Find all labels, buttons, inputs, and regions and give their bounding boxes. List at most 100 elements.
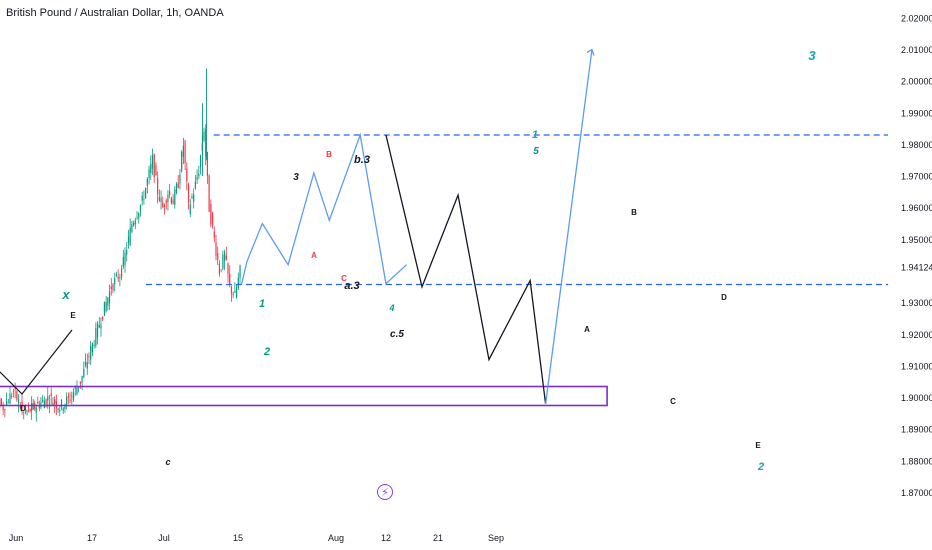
candle-body (21, 400, 23, 409)
candle-body (194, 181, 196, 189)
candle-body (115, 273, 118, 276)
wave-label: 1 (532, 129, 538, 141)
candle-body (59, 410, 61, 412)
candle-body (35, 407, 37, 413)
candle-body (26, 410, 28, 412)
candle-body (43, 400, 45, 409)
candle-body (222, 254, 224, 269)
projection-path-abcde[interactable] (385, 134, 547, 404)
candle-body (96, 323, 99, 338)
wave-label: x (61, 287, 70, 302)
candle-body (220, 269, 222, 271)
time-axis[interactable]: Jun 17 Jul 15 Aug 12 21 Sep (9, 533, 504, 543)
price-tick-label: 2.02000 (901, 13, 932, 23)
candlestick-series (0, 68, 241, 422)
candle-body (76, 387, 78, 395)
candle-body (119, 276, 121, 278)
projection-path-impulse[interactable] (544, 49, 593, 404)
candle-body (193, 194, 195, 202)
price-tick-label: 1.98000 (901, 140, 932, 150)
price-tick-label: 1.92000 (901, 330, 932, 340)
candle-body (196, 177, 198, 181)
wave-label: A (584, 325, 590, 334)
candle-body (141, 195, 143, 201)
arrow-head-icon (586, 48, 595, 56)
candle-body (138, 213, 140, 218)
candle-body (93, 344, 95, 347)
candle-body (88, 356, 90, 357)
candle-body (54, 399, 56, 404)
candle-body (126, 249, 128, 255)
symbol-title: British Pound / Australian Dollar, 1h, O… (6, 7, 224, 19)
price-tick-label: 1.88000 (901, 456, 932, 466)
candle-body (110, 286, 112, 290)
candle-body (0, 398, 3, 405)
candle-body (148, 169, 150, 179)
candle-body (114, 278, 116, 285)
wave-label: E (70, 311, 76, 320)
candle-body (134, 220, 136, 225)
candle-body (218, 263, 221, 275)
price-axis[interactable]: 2.030002.020002.010002.000001.990001.980… (901, 0, 932, 498)
projection-path-blue[interactable] (241, 132, 407, 285)
wave-label: C (341, 274, 347, 283)
candle-body (64, 404, 66, 409)
candle-body (17, 399, 20, 404)
candle-body (229, 274, 231, 285)
wave-label: 5 (533, 146, 539, 157)
candle-body (203, 131, 205, 141)
candle-body (232, 293, 234, 296)
candle-body (120, 267, 123, 278)
candle-body (234, 291, 236, 293)
events-icon[interactable]: ⚡ (377, 484, 393, 500)
candle-body (150, 163, 152, 174)
candle-body (208, 175, 210, 212)
candle-body (184, 140, 186, 164)
candle-body (78, 387, 80, 389)
candle-body (177, 182, 179, 188)
time-tick-label: Jul (158, 533, 170, 543)
wave-label: 2 (757, 461, 764, 473)
candle-body (170, 197, 172, 204)
candle-body (31, 403, 33, 412)
candle-body (62, 408, 64, 411)
wave-label: 1 (259, 298, 265, 310)
price-tick-label: 1.90000 (901, 393, 932, 403)
support-zone[interactable] (0, 385, 608, 407)
candle-body (105, 301, 107, 312)
candle-body (102, 316, 104, 320)
candle-body (38, 405, 40, 409)
candle-body (98, 325, 100, 328)
candle-body (107, 297, 109, 306)
wave-label: A (311, 251, 317, 260)
candle-body (86, 362, 88, 369)
candle-body (167, 194, 169, 203)
candle-body (16, 391, 18, 400)
candle-body (117, 276, 119, 279)
candle-body (146, 178, 148, 186)
candle-body (186, 168, 188, 182)
candle-body (72, 392, 75, 400)
candle-body (174, 189, 176, 205)
candle-body (5, 401, 8, 405)
candle-body (129, 227, 131, 246)
candle-body (158, 197, 160, 201)
candle-body (57, 408, 59, 411)
wave-label: b.3 (354, 154, 370, 166)
candle-body (91, 343, 93, 353)
candle-body (45, 399, 47, 405)
candle-body (60, 399, 63, 407)
price-tick-label: 1.89000 (901, 425, 932, 435)
candle-body (162, 202, 164, 208)
time-tick-label: 15 (233, 533, 243, 543)
candle-body (165, 200, 167, 204)
wave-label: 3 (808, 48, 816, 63)
wave-label: D (20, 404, 26, 413)
candle-body (239, 265, 241, 278)
price-tick-label: 1.99000 (901, 108, 932, 118)
candle-body (9, 393, 11, 404)
candle-body (187, 184, 190, 203)
candle-body (217, 253, 219, 260)
